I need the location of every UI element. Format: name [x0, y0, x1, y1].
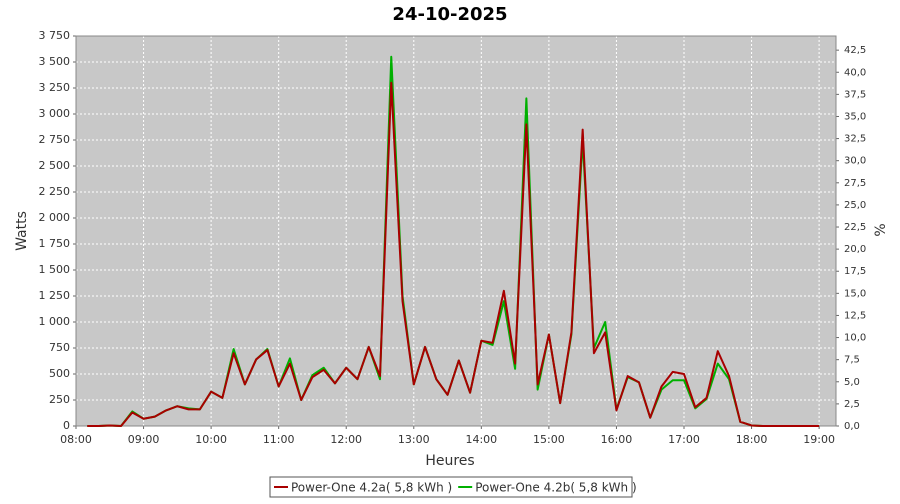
chart-title: 24-10-2025: [392, 4, 507, 25]
y-tick-label: 3 750: [39, 29, 71, 42]
y-tick-label: 250: [49, 393, 70, 406]
y2-tick-label: 5,0: [844, 377, 860, 388]
y-tick-label: 0: [63, 419, 70, 432]
plot-area: [76, 36, 836, 426]
y2-tick-label: 32,5: [844, 134, 866, 145]
y2-tick-label: 17,5: [844, 266, 866, 277]
plot-border: [75, 35, 837, 427]
y-tick-label: 2 500: [39, 159, 71, 172]
y-tick-label: 500: [49, 367, 70, 380]
y2-axis-title: %: [873, 223, 889, 236]
y2-tick-label: 7,5: [844, 355, 860, 366]
y2-tick-label: 42,5: [844, 45, 866, 56]
x-tick-label: 17:00: [668, 433, 700, 446]
x-tick-label: 16:00: [601, 433, 633, 446]
y2-tick-label: 37,5: [844, 89, 866, 100]
y2-tick-label: 27,5: [844, 178, 866, 189]
y-tick-label: 2 750: [39, 133, 71, 146]
x-tick-label: 09:00: [128, 433, 160, 446]
y2-tick-label: 15,0: [844, 288, 866, 299]
y-tick-label: 3 500: [39, 55, 71, 68]
y-tick-label: 2 000: [39, 211, 71, 224]
y2-tick-label: 30,0: [844, 156, 866, 167]
y-tick-label: 1 250: [39, 289, 71, 302]
y-tick-label: 1 500: [39, 263, 71, 276]
x-tick-label: 15:00: [533, 433, 565, 446]
x-axis-title: Heures: [425, 453, 474, 469]
y2-tick-label: 22,5: [844, 222, 866, 233]
y2-tick-label: 0,0: [844, 421, 860, 432]
y-tick-label: 1 750: [39, 237, 71, 250]
y2-tick-label: 40,0: [844, 67, 866, 78]
x-tick-label: 11:00: [263, 433, 295, 446]
x-tick-label: 10:00: [195, 433, 227, 446]
y-axis-title: Watts: [14, 211, 30, 251]
x-tick-label: 13:00: [398, 433, 430, 446]
y2-tick-label: 10,0: [844, 333, 866, 344]
x-tick-label: 19:00: [803, 433, 835, 446]
y-tick-label: 3 250: [39, 81, 71, 94]
x-tick-label: 08:00: [60, 433, 92, 446]
x-tick-label: 14:00: [465, 433, 497, 446]
y-tick-label: 1 000: [39, 315, 71, 328]
x-tick-label: 12:00: [330, 433, 362, 446]
series-line: [87, 81, 820, 427]
legend-label: Power-One 4.2a( 5,8 kWh ): [291, 481, 452, 495]
y2-tick-label: 12,5: [844, 310, 866, 321]
y2-tick-label: 25,0: [844, 200, 866, 211]
y-tick-label: 3 000: [39, 107, 71, 120]
legend-label: Power-One 4.2b( 5,8 kWh ): [475, 481, 636, 495]
x-tick-label: 18:00: [736, 433, 768, 446]
y2-tick-label: 20,0: [844, 244, 866, 255]
legend-box: [269, 476, 633, 498]
y2-tick-label: 35,0: [844, 111, 866, 122]
y-tick-label: 750: [49, 341, 70, 354]
y2-tick-label: 2,5: [844, 399, 860, 410]
y-tick-label: 2 250: [39, 185, 71, 198]
